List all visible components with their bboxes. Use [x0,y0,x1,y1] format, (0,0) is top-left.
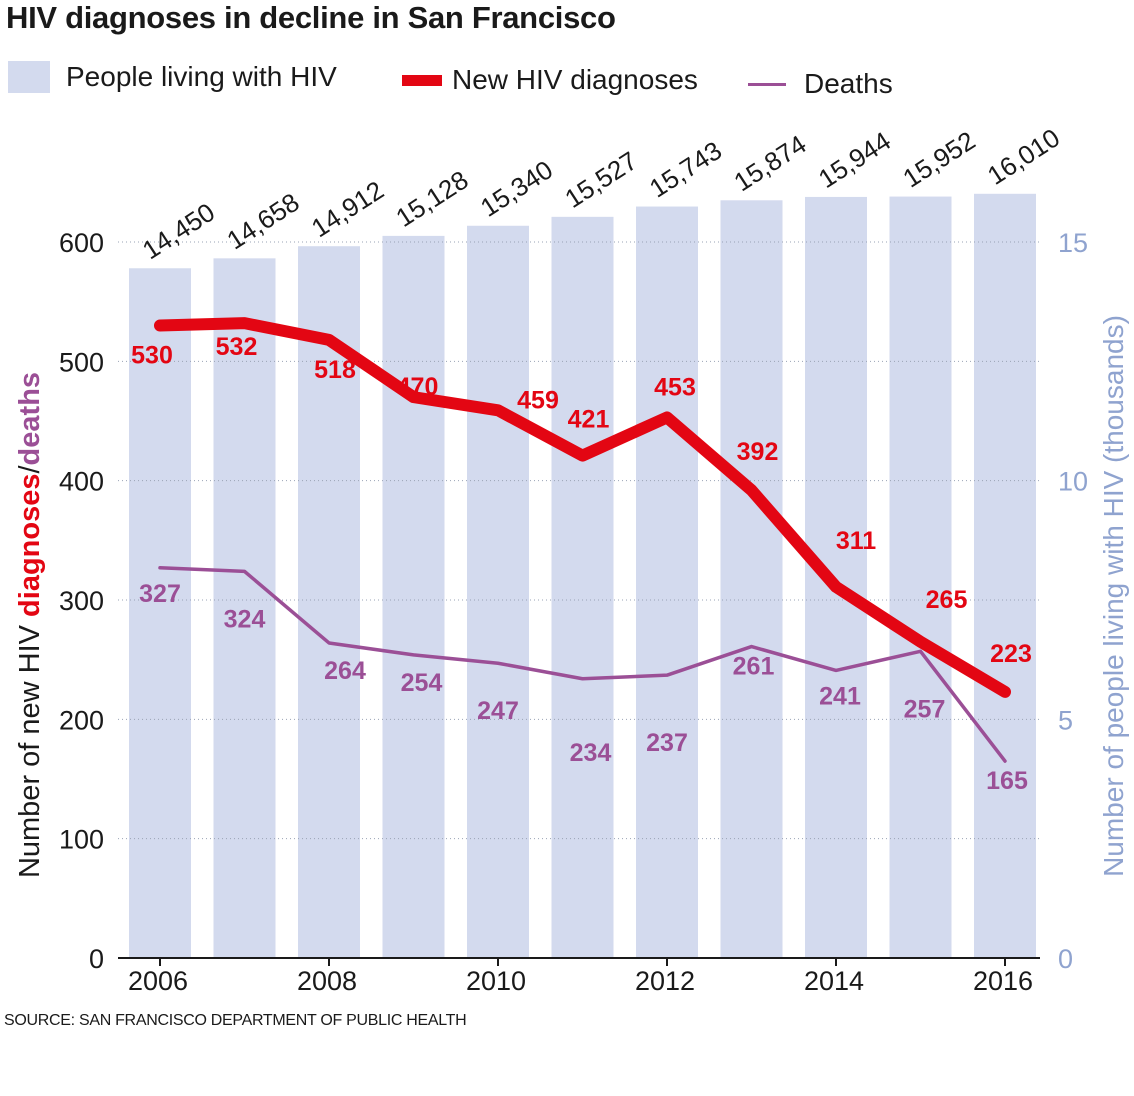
deaths-label-2008: 264 [324,657,366,685]
new-diagnoses-label-2015: 265 [926,586,968,614]
y-tick-right-15: 15 [1058,228,1088,258]
y-tick-left-600: 600 [59,228,104,258]
x-tick-label-2012: 2012 [635,966,695,996]
bar-2010 [467,225,529,959]
y-axis-label-right: Number of people living with HIV (thousa… [1098,315,1129,877]
deaths-label-2009: 254 [401,669,443,697]
bar-2015 [889,196,952,958]
bar-2014 [805,196,867,959]
deaths-label-2010: 247 [477,697,519,725]
y-tick-right-0: 0 [1058,944,1073,974]
new-diagnoses-label-2008: 518 [314,356,356,384]
new-diagnoses-label-2012: 453 [654,373,696,401]
bar-value-label-2009: 15,128 [390,164,473,232]
new-diagnoses-label-2016: 223 [990,640,1032,668]
bar-value-label-2007: 14,658 [221,187,304,255]
bar-value-label-2010: 15,340 [475,154,558,222]
y-tick-left-400: 400 [59,467,104,497]
bar-value-label-2012: 15,743 [644,135,727,203]
y-tick-left-500: 500 [59,347,104,377]
bar-value-label-2011: 15,527 [559,145,642,213]
y-tick-left-0: 0 [89,944,104,974]
deaths-label-2006: 327 [139,580,181,608]
y-tick-left-200: 200 [59,705,104,735]
legend-item-new-diagnoses: New HIV diagnoses [402,64,698,96]
legend-label-people-living: People living with HIV [66,61,337,92]
bar-2006 [129,268,191,959]
deaths-label-2016: 165 [986,767,1028,795]
legend-item-deaths: Deaths [748,68,893,100]
y-axis-label-deaths: deaths [14,372,46,465]
new-diagnoses-label-2014: 311 [836,527,876,555]
y-tick-right-5: 5 [1058,705,1073,735]
deaths-label-2013: 261 [733,653,775,681]
lines-layer [154,317,1011,763]
legend-swatch-bars [8,61,50,93]
y-axis-label-separator: / [14,465,46,474]
y-tick-left-300: 300 [59,586,104,616]
x-tick-label-2014: 2014 [804,966,864,996]
y-axis-label-left: Number of new HIV diagnoses/deaths [14,372,46,878]
bar-2008 [298,246,360,958]
x-tick-label-2006: 2006 [128,966,188,996]
y-axis-label-prefix: Number of new HIV [14,617,46,878]
bar-value-label-2015: 15,952 [897,125,980,193]
deaths-label-2015: 257 [904,695,946,723]
bar-2007 [213,258,276,958]
axes-layer: 0 100 200 300 400 500 600 0 5 10 15 2006 2008 2010 201… [59,228,1088,996]
source-note: SOURCE: SAN FRANCISCO DEPARTMENT OF PUBL… [4,1012,467,1029]
new-diagnoses-label-2009: 470 [397,373,439,401]
deaths-label-2012: 237 [646,729,688,757]
legend-swatch-deaths [748,82,786,86]
bar-value-label-2014: 15,944 [813,125,896,193]
bar-2016 [974,193,1036,959]
bar-2011 [551,216,614,958]
deaths-label-2014: 241 [819,682,861,710]
x-tick-label-2010: 2010 [466,966,526,996]
new-diagnoses-label-2011: 421 [568,406,610,434]
new-diagnoses-label-2006: 530 [131,342,173,370]
bar-value-label-2008: 14,912 [306,175,389,243]
x-tick-label-2008: 2008 [297,966,357,996]
bar-2009 [382,235,445,958]
bars-layer [129,193,1036,959]
legend-label-new-diagnoses: New HIV diagnoses [452,64,698,95]
bar-value-label-2006: 14,450 [137,197,220,265]
y-tick-left-100: 100 [59,825,104,855]
deaths-label-2011: 234 [570,739,612,767]
new-diagnoses-label-2010: 459 [517,386,559,414]
y-axis-label-diagnoses: diagnoses [14,474,46,617]
legend-item-people-living: People living with HIV [8,61,337,93]
bar-value-label-2013: 15,874 [728,129,811,197]
line-deaths [158,566,1007,763]
new-diagnoses-label-2007: 532 [216,333,258,361]
y-tick-right-10: 10 [1058,467,1088,497]
grid-layer [118,241,1040,840]
new-diagnoses-label-2013: 392 [737,438,779,466]
chart-title: HIV diagnoses in decline in San Francisc… [6,0,616,35]
legend-label-deaths: Deaths [804,68,893,99]
legend-swatch-new [402,74,442,86]
bar-value-label-2016: 16,010 [982,122,1065,190]
line-new-diagnoses [154,317,1011,698]
deaths-label-2007: 324 [224,605,266,633]
bar-2013 [720,200,783,958]
x-tick-label-2016: 2016 [973,966,1033,996]
bar-2012 [636,206,698,959]
legend: People living with HIV New HIV diagnoses… [0,58,1134,108]
